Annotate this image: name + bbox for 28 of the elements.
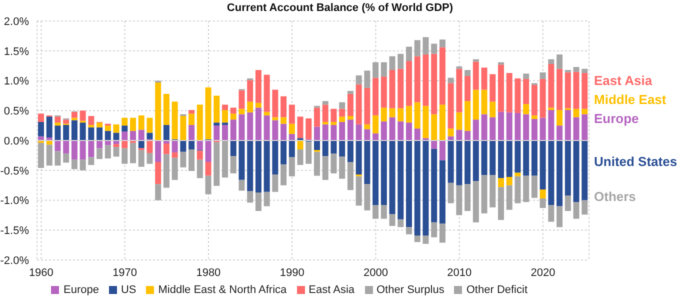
x-tick-label: 1990 [280, 266, 304, 279]
y-tick-label: 1.0% [4, 76, 30, 88]
legend-label: Other Deficit [466, 284, 528, 296]
text: East Asia [594, 73, 652, 88]
legend-label: Other Surplus [376, 284, 444, 296]
chart-title: Current Account Balance (% of World GDP) [226, 2, 454, 14]
legend-label: Middle East & North Africa [158, 284, 287, 296]
x-tick-label: 2020 [530, 266, 556, 279]
y-tick-label: -1.5% [0, 225, 30, 238]
y-tick-label: 2.0% [4, 16, 30, 28]
y-tick-label: -0.5% [0, 165, 30, 178]
text: Middle East [594, 92, 666, 107]
x-tick-label: 1960 [28, 266, 54, 279]
y-tick-label: 1.5% [4, 46, 30, 58]
text: Europe [594, 111, 639, 126]
y-tick-label: -1.0% [0, 195, 30, 208]
x-tick-label: 1980 [196, 266, 221, 279]
x-tick-label: 2000 [363, 266, 388, 279]
y-tick-label: -2.0% [0, 254, 30, 267]
legend-label: US [120, 284, 136, 296]
x-tick-label: 2010 [447, 266, 472, 279]
legend-label: Europe [63, 284, 99, 296]
x-tick-label: 1970 [112, 266, 138, 279]
legend-label: East Asia [308, 284, 354, 296]
y-tick-label: 0.5% [4, 106, 30, 118]
y-tick-label: 0.0% [4, 135, 30, 148]
text: Others [594, 189, 636, 204]
text: United States [594, 154, 678, 169]
